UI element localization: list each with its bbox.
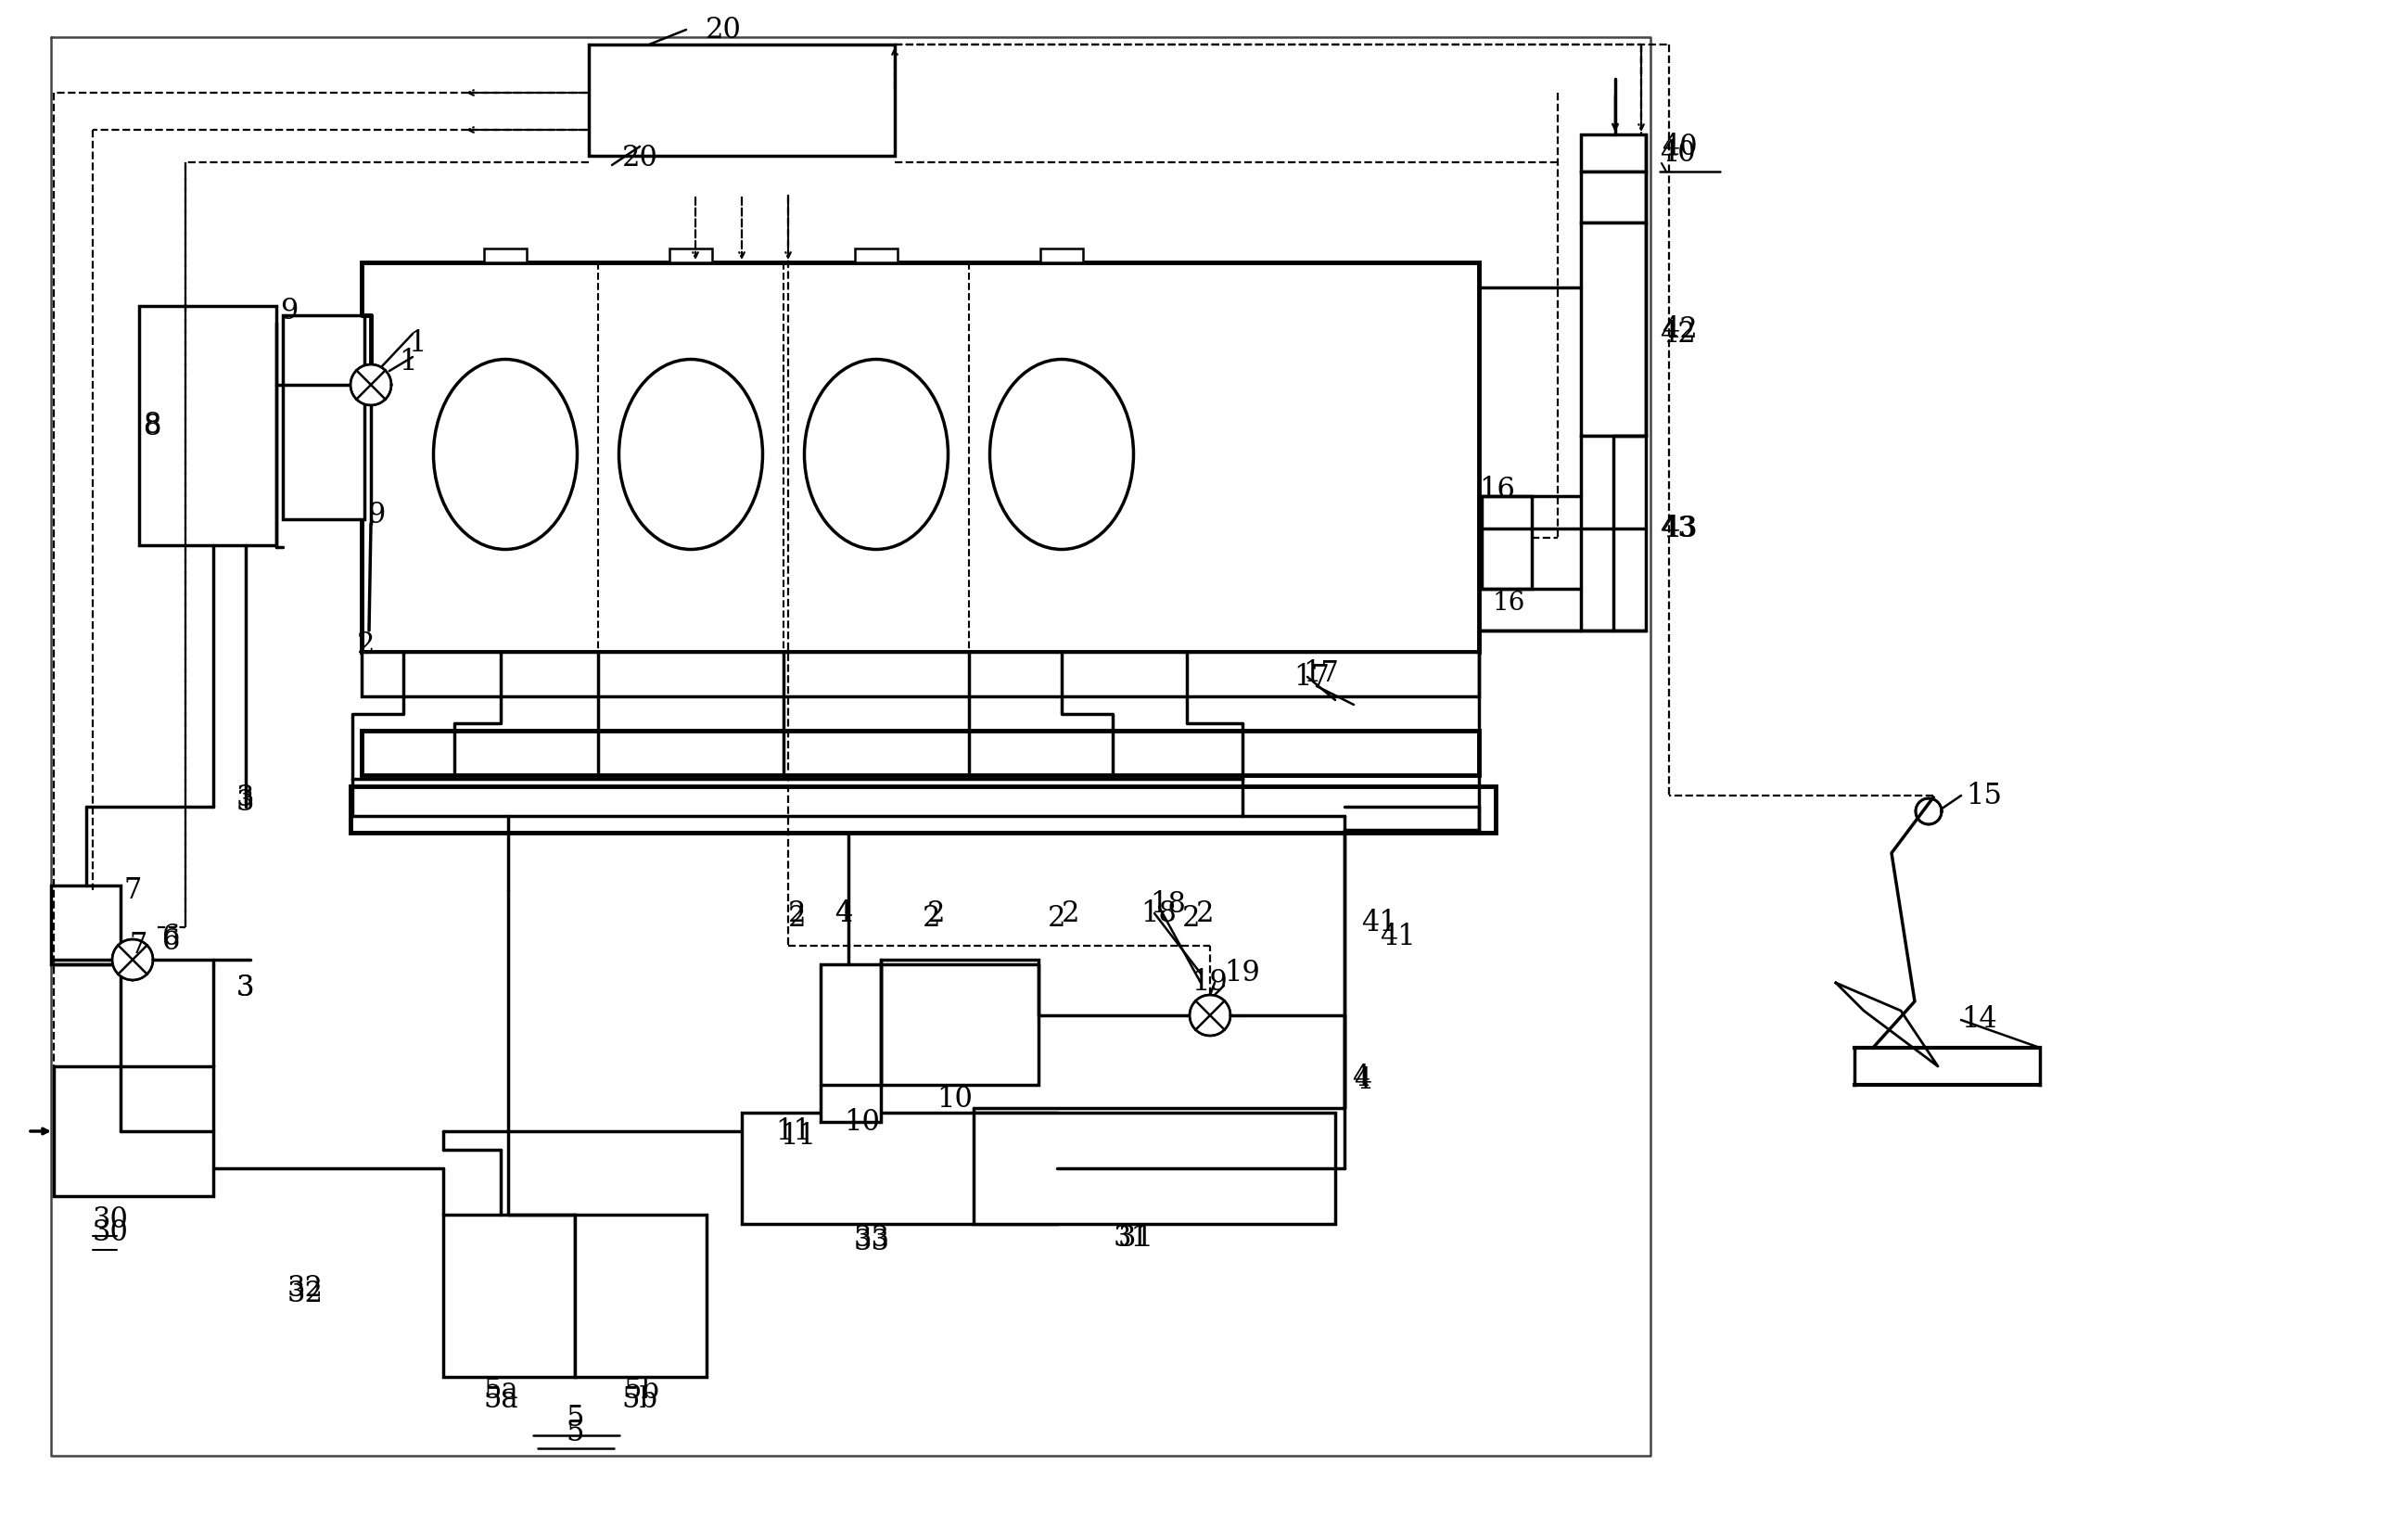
Text: 2: 2 <box>1047 904 1067 932</box>
Text: 42: 42 <box>1659 320 1695 349</box>
Text: 31: 31 <box>1117 1223 1153 1252</box>
Bar <box>973 1113 1334 1223</box>
Bar <box>443 1214 576 1377</box>
Bar <box>1582 223 1645 435</box>
Circle shape <box>1190 994 1230 1035</box>
Text: 1: 1 <box>407 329 426 358</box>
Bar <box>576 1214 706 1377</box>
Text: 20: 20 <box>706 15 742 44</box>
Text: 4: 4 <box>836 899 852 928</box>
Text: 2: 2 <box>927 899 946 928</box>
Text: 42: 42 <box>1662 315 1698 344</box>
Bar <box>484 249 527 262</box>
Text: 2: 2 <box>1197 899 1214 928</box>
Text: 1: 1 <box>400 347 417 376</box>
Text: 10: 10 <box>845 1108 881 1137</box>
Bar <box>53 1066 214 1196</box>
Circle shape <box>352 364 390 405</box>
Text: 19: 19 <box>1223 960 1259 988</box>
Circle shape <box>113 940 154 979</box>
Text: 7: 7 <box>123 876 142 905</box>
Text: 3: 3 <box>236 784 255 811</box>
Text: 40: 40 <box>1659 138 1695 167</box>
Ellipse shape <box>433 359 578 549</box>
Text: 32: 32 <box>287 1275 323 1304</box>
Text: 4: 4 <box>836 899 852 928</box>
Text: 43: 43 <box>1659 514 1695 543</box>
Text: 16: 16 <box>1493 590 1527 615</box>
Text: 2: 2 <box>1182 904 1202 932</box>
Text: 33: 33 <box>852 1223 889 1252</box>
Bar <box>669 249 713 262</box>
Text: 2: 2 <box>1062 899 1079 928</box>
Bar <box>742 1113 1057 1223</box>
Text: 18: 18 <box>1141 899 1178 928</box>
Text: 5b: 5b <box>621 1386 657 1414</box>
Text: 4: 4 <box>1353 1066 1373 1095</box>
Text: 10: 10 <box>937 1084 973 1113</box>
Ellipse shape <box>619 359 763 549</box>
Circle shape <box>1917 799 1941 825</box>
Text: 43: 43 <box>1662 514 1698 543</box>
Text: 14: 14 <box>1960 1005 1996 1034</box>
Bar <box>140 306 277 546</box>
Text: 33: 33 <box>852 1228 889 1257</box>
Text: 11: 11 <box>775 1117 811 1146</box>
Bar <box>282 315 364 520</box>
Text: 30: 30 <box>94 1219 128 1248</box>
Bar <box>821 964 881 1122</box>
Text: 15: 15 <box>1965 781 2001 810</box>
Text: 6: 6 <box>161 922 181 951</box>
Text: 17: 17 <box>1303 659 1339 688</box>
Text: 41: 41 <box>1361 908 1397 937</box>
Bar <box>51 885 120 964</box>
Text: 30: 30 <box>94 1205 128 1234</box>
Text: 6: 6 <box>161 926 181 955</box>
Text: 5b: 5b <box>624 1377 660 1405</box>
Text: 32: 32 <box>287 1280 323 1308</box>
Text: 18: 18 <box>1149 890 1185 919</box>
Text: 3: 3 <box>236 788 255 817</box>
Bar <box>352 787 1495 832</box>
Bar <box>590 44 896 156</box>
Bar <box>1582 435 1645 631</box>
Bar <box>881 960 1038 1085</box>
Text: 4: 4 <box>1351 1063 1370 1092</box>
Text: 19: 19 <box>1192 969 1228 998</box>
Text: 16: 16 <box>1479 475 1515 503</box>
Text: 5: 5 <box>566 1417 583 1446</box>
Text: 17: 17 <box>1293 662 1329 691</box>
Bar <box>361 262 1479 652</box>
Text: 5a: 5a <box>484 1377 518 1405</box>
Bar <box>855 249 898 262</box>
Text: 8: 8 <box>144 411 161 440</box>
Text: 7: 7 <box>130 931 147 960</box>
Text: 2: 2 <box>787 899 807 928</box>
Text: 5a: 5a <box>484 1386 518 1414</box>
Text: 9: 9 <box>279 296 299 324</box>
Text: 2: 2 <box>356 631 376 659</box>
Bar <box>1481 496 1531 588</box>
Text: 31: 31 <box>1112 1223 1149 1252</box>
Bar <box>1582 135 1645 171</box>
Ellipse shape <box>804 359 949 549</box>
Text: 5: 5 <box>566 1404 583 1433</box>
Text: 40: 40 <box>1662 132 1698 161</box>
Text: 8: 8 <box>144 412 161 441</box>
Text: 2: 2 <box>922 904 942 932</box>
Text: 41: 41 <box>1380 922 1416 951</box>
Text: 9: 9 <box>366 500 385 529</box>
Ellipse shape <box>990 359 1134 549</box>
Bar <box>361 731 1479 775</box>
Text: 2: 2 <box>787 904 807 932</box>
Text: 11: 11 <box>780 1122 816 1151</box>
Text: 20: 20 <box>621 143 657 171</box>
Text: 3: 3 <box>236 973 255 1002</box>
Text: 3: 3 <box>236 973 255 1002</box>
Bar <box>1040 249 1084 262</box>
Bar <box>361 652 1479 696</box>
Bar <box>1582 171 1645 223</box>
